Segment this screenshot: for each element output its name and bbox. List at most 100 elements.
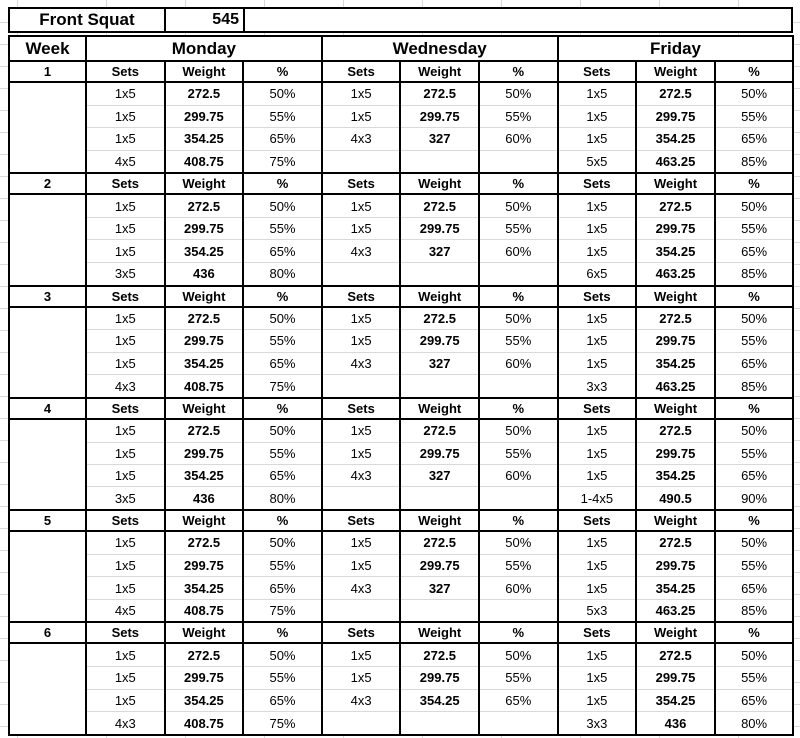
cell-weight[interactable]: 299.75 xyxy=(399,441,480,465)
cell-weight[interactable]: 490.5 xyxy=(635,486,716,512)
max-weight-cell[interactable]: 545 xyxy=(164,7,245,33)
subheader-percent[interactable]: % xyxy=(713,509,795,533)
cell-weight[interactable]: 272.5 xyxy=(635,530,716,555)
cell-percent[interactable]: 55% xyxy=(713,216,795,241)
cell-percent[interactable]: 50% xyxy=(477,418,559,443)
cell-weight[interactable]: 272.5 xyxy=(399,642,480,668)
subheader-sets[interactable]: Sets xyxy=(85,396,166,420)
cell-percent[interactable]: 55% xyxy=(477,666,559,690)
cell-sets[interactable]: 6x5 xyxy=(556,261,638,287)
subheader-sets[interactable]: Sets xyxy=(556,396,638,420)
cell-sets[interactable]: 1x5 xyxy=(85,530,166,555)
cell-percent[interactable]: 55% xyxy=(713,553,795,578)
subheader-sets[interactable]: Sets xyxy=(320,509,402,533)
cell-sets[interactable]: 1x5 xyxy=(85,351,166,376)
subheader-weight[interactable]: Weight xyxy=(399,284,480,308)
cell-percent[interactable]: 55% xyxy=(242,553,323,578)
cell-weight[interactable]: 272.5 xyxy=(399,81,480,106)
subheader-sets[interactable]: Sets xyxy=(85,60,166,83)
cell-sets[interactable]: 1x5 xyxy=(556,463,638,488)
cell-percent[interactable]: 55% xyxy=(713,441,795,465)
cell-percent[interactable]: 55% xyxy=(242,216,323,241)
subheader-percent[interactable]: % xyxy=(477,60,559,83)
week-empty-cell[interactable] xyxy=(8,417,87,512)
cell-sets[interactable]: 1x5 xyxy=(556,418,638,443)
cell-weight[interactable]: 436 xyxy=(635,711,716,737)
cell-sets[interactable]: 1x5 xyxy=(320,666,402,690)
cell-percent[interactable]: 60% xyxy=(477,127,559,151)
title-empty-cell[interactable] xyxy=(243,7,793,33)
cell-weight[interactable]: 354.25 xyxy=(635,463,716,488)
cell-sets[interactable]: 1x5 xyxy=(556,642,638,668)
cell-sets[interactable]: 1x5 xyxy=(556,239,638,263)
cell-sets[interactable] xyxy=(320,711,402,737)
cell-sets[interactable]: 1x5 xyxy=(556,530,638,555)
cell-weight[interactable]: 299.75 xyxy=(163,216,245,241)
cell-sets[interactable]: 1x5 xyxy=(85,642,166,668)
subheader-percent[interactable]: % xyxy=(242,396,323,420)
cell-sets[interactable]: 1x5 xyxy=(556,193,638,218)
subheader-percent[interactable]: % xyxy=(477,172,559,196)
cell-weight[interactable]: 272.5 xyxy=(635,306,716,331)
cell-sets[interactable]: 3x3 xyxy=(556,374,638,399)
cell-sets[interactable]: 1x5 xyxy=(320,441,402,465)
week-header-cell[interactable]: Week xyxy=(8,35,87,62)
cell-weight[interactable]: 299.75 xyxy=(635,441,716,465)
cell-sets[interactable]: 1x5 xyxy=(85,306,166,331)
cell-percent[interactable]: 55% xyxy=(713,329,795,353)
cell-percent[interactable]: 75% xyxy=(242,598,323,624)
cell-weight[interactable]: 436 xyxy=(163,486,245,512)
week-empty-cell[interactable] xyxy=(8,193,87,287)
cell-sets[interactable]: 4x5 xyxy=(85,149,166,175)
cell-percent[interactable]: 90% xyxy=(713,486,795,512)
cell-sets[interactable]: 1x5 xyxy=(556,553,638,578)
cell-weight[interactable]: 354.25 xyxy=(163,688,245,713)
cell-weight[interactable]: 272.5 xyxy=(163,642,245,668)
subheader-sets[interactable]: Sets xyxy=(556,284,638,308)
cell-weight[interactable]: 272.5 xyxy=(163,530,245,555)
week-number-cell[interactable]: 5 xyxy=(8,509,87,533)
cell-sets[interactable] xyxy=(320,149,402,175)
subheader-percent[interactable]: % xyxy=(242,60,323,83)
cell-weight[interactable] xyxy=(399,374,480,399)
cell-weight[interactable] xyxy=(399,711,480,737)
cell-sets[interactable]: 1x5 xyxy=(556,216,638,241)
cell-sets[interactable]: 3x3 xyxy=(556,711,638,737)
cell-weight[interactable]: 299.75 xyxy=(635,666,716,690)
cell-sets[interactable]: 4x3 xyxy=(85,711,166,737)
cell-weight[interactable]: 408.75 xyxy=(163,149,245,175)
subheader-weight[interactable]: Weight xyxy=(163,60,245,83)
cell-weight[interactable]: 272.5 xyxy=(399,306,480,331)
cell-weight[interactable]: 327 xyxy=(399,351,480,376)
cell-weight[interactable]: 272.5 xyxy=(163,81,245,106)
cell-weight[interactable]: 354.25 xyxy=(635,576,716,600)
cell-percent[interactable]: 65% xyxy=(713,688,795,713)
cell-weight[interactable]: 463.25 xyxy=(635,374,716,399)
subheader-sets[interactable]: Sets xyxy=(85,172,166,196)
subheader-weight[interactable]: Weight xyxy=(399,396,480,420)
week-number-cell[interactable]: 1 xyxy=(8,60,87,83)
cell-weight[interactable]: 299.75 xyxy=(635,216,716,241)
exercise-name-cell[interactable]: Front Squat xyxy=(8,7,166,33)
cell-weight[interactable]: 272.5 xyxy=(399,418,480,443)
subheader-percent[interactable]: % xyxy=(713,284,795,308)
cell-percent[interactable]: 75% xyxy=(242,149,323,175)
cell-weight[interactable]: 299.75 xyxy=(635,329,716,353)
cell-percent[interactable]: 60% xyxy=(477,463,559,488)
week-number-cell[interactable]: 3 xyxy=(8,284,87,308)
subheader-percent[interactable]: % xyxy=(713,172,795,196)
cell-percent[interactable]: 65% xyxy=(713,127,795,151)
cell-weight[interactable]: 272.5 xyxy=(635,418,716,443)
cell-sets[interactable]: 4x3 xyxy=(320,239,402,263)
cell-percent[interactable]: 55% xyxy=(713,104,795,129)
cell-percent[interactable]: 50% xyxy=(242,81,323,106)
cell-sets[interactable]: 1x5 xyxy=(320,418,402,443)
subheader-weight[interactable]: Weight xyxy=(399,172,480,196)
cell-percent[interactable]: 55% xyxy=(242,666,323,690)
cell-sets[interactable]: 1x5 xyxy=(556,666,638,690)
cell-sets[interactable]: 1x5 xyxy=(85,441,166,465)
subheader-sets[interactable]: Sets xyxy=(320,60,402,83)
cell-sets[interactable]: 1x5 xyxy=(85,418,166,443)
subheader-percent[interactable]: % xyxy=(713,60,795,83)
cell-weight[interactable]: 354.25 xyxy=(635,688,716,713)
